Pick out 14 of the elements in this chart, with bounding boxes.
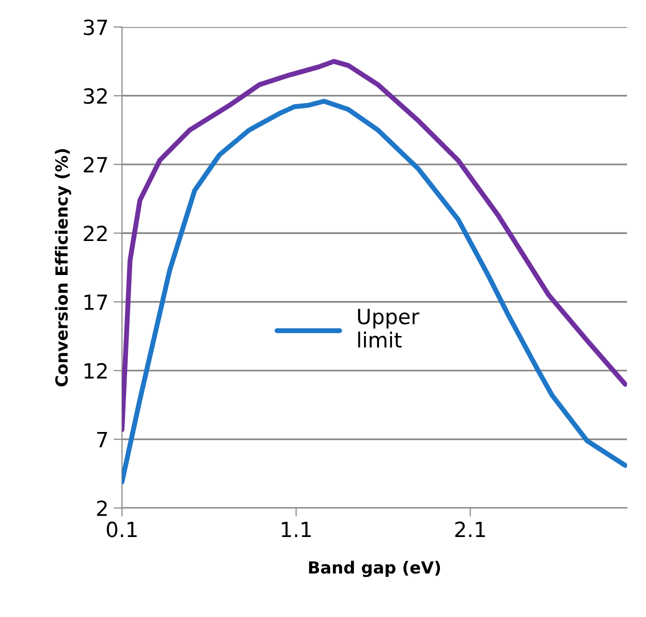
x-axis-title: Band gap (eV) xyxy=(309,560,440,578)
y-tick-label: 32 xyxy=(84,88,107,104)
y-tick-label: 37 xyxy=(84,19,108,36)
x-tick-label: 0.1 xyxy=(106,522,137,538)
legend-label: Upper limit xyxy=(358,308,420,348)
x-tick-label: 1.1 xyxy=(282,522,311,538)
y-tick-label: 17 xyxy=(84,294,108,310)
y-tick-label: 7 xyxy=(97,432,108,448)
y-axis-title: Conversion Efficiency (%) xyxy=(54,149,72,386)
y-tick-label: 22 xyxy=(84,226,107,242)
x-tick-label: 2.1 xyxy=(455,522,485,538)
y-tick-label: 12 xyxy=(84,363,107,378)
y-tick-label: 2 xyxy=(97,500,107,516)
y-tick-label: 27 xyxy=(84,156,108,172)
